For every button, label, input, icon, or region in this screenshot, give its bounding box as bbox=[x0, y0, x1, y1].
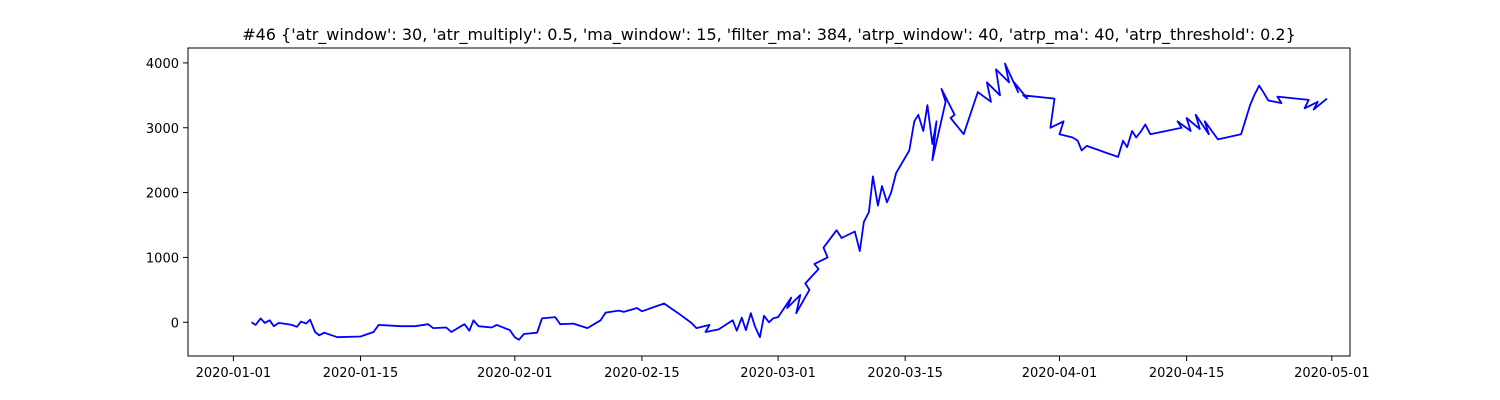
x-tick-label: 2020-04-01 bbox=[1022, 366, 1098, 381]
series-line-0 bbox=[251, 62, 1328, 341]
y-tick-label: 2000 bbox=[146, 187, 179, 202]
y-tick-label: 1000 bbox=[146, 251, 179, 266]
x-axis: 2020-01-01 2020-01-15 2020-02-01 2020-02-15… bbox=[196, 356, 1370, 381]
x-tick-label: 2020-01-15 bbox=[323, 366, 399, 381]
x-tick-label: 2020-02-01 bbox=[477, 366, 553, 381]
y-tick-label: 0 bbox=[171, 316, 179, 331]
x-tick-label: 2020-05-01 bbox=[1294, 366, 1370, 381]
x-tick-label: 2020-03-01 bbox=[740, 366, 816, 381]
plot-frame bbox=[187, 47, 1351, 357]
x-tick-label: 2020-02-15 bbox=[604, 366, 680, 381]
y-tick-label: 3000 bbox=[146, 122, 179, 137]
chart-title: #46 {'atr_window': 30, 'atr_multiply': 0… bbox=[242, 25, 1296, 45]
x-tick-label: 2020-01-01 bbox=[196, 366, 272, 381]
y-axis: 0 1000 2000 3000 4000 bbox=[146, 57, 188, 331]
x-tick-label: 2020-03-15 bbox=[867, 366, 943, 381]
y-tick-label: 4000 bbox=[146, 57, 179, 72]
x-tick-label: 2020-04-15 bbox=[1149, 366, 1225, 381]
plot-area bbox=[251, 62, 1328, 341]
